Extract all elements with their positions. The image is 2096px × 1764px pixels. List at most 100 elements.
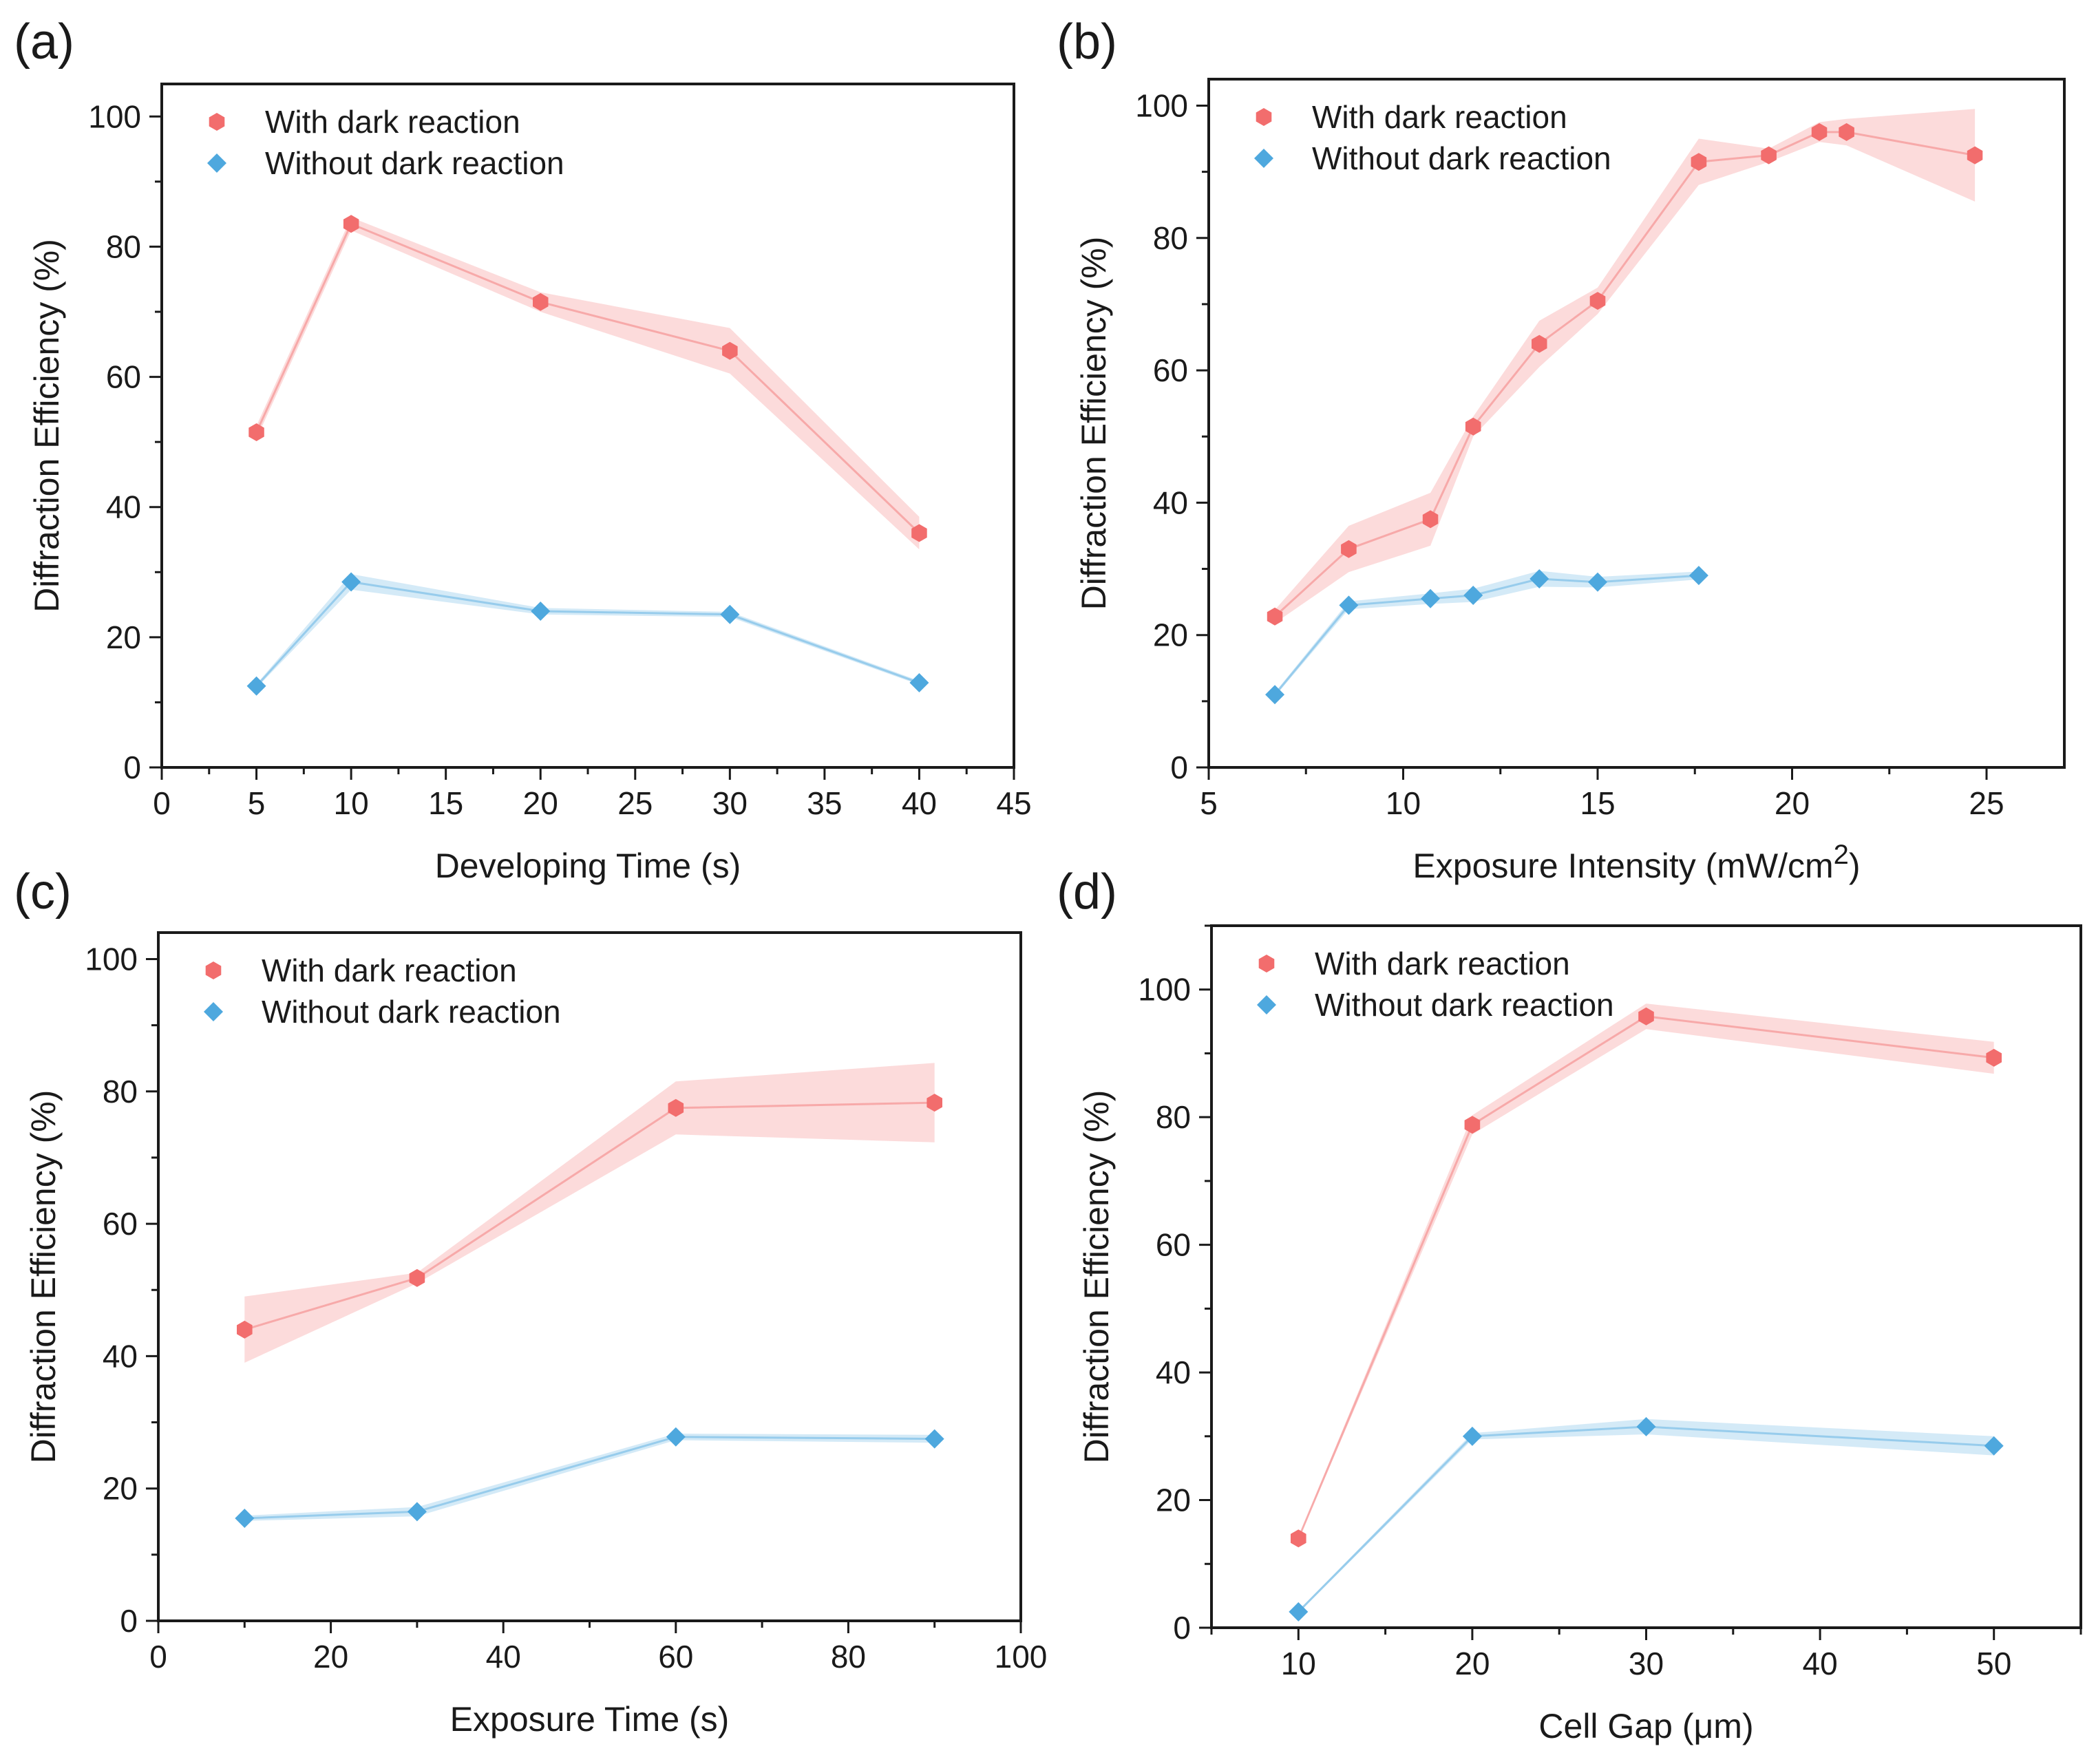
with-dark-reaction-point [248,423,264,441]
x-axis-title: Exposure Intensity (mW/cm2) [1412,840,1860,885]
x-tick-label: 100 [995,1639,1048,1675]
legend-marker-with [1258,955,1275,973]
without-dark-reaction-point [1289,1602,1309,1622]
y-tick-label: 40 [106,489,141,525]
x-tick-label: 0 [153,785,171,821]
with-dark-reaction-point [1839,123,1854,141]
y-axis-title: Diffraction Efficiency (%) [24,1090,63,1464]
with-dark-reaction-point [1589,292,1606,310]
x-tick-label: 5 [248,785,266,821]
without-dark-reaction-point [1339,595,1359,615]
without-dark-reaction-point [666,1427,686,1447]
x-tick-label: 40 [902,785,937,821]
y-tick-label: 80 [1153,220,1188,256]
with-dark-reaction-point [1691,153,1707,171]
x-tick-label: 60 [658,1639,693,1675]
x-tick-label: 35 [807,785,842,821]
y-tick-label: 20 [1153,617,1188,653]
plot-frame [1207,78,2066,769]
plot-frame [160,83,1015,769]
legend-label-without: Without dark reaction [262,994,561,1030]
series-line [244,1436,935,1520]
with-dark-reaction-point [533,293,549,311]
with-dark-reaction-point [927,1094,942,1112]
without-dark-reaction-point [1463,586,1483,605]
plot-frame [1210,924,2082,1629]
y-tick-label: 60 [103,1206,138,1242]
y-tick-label: 40 [103,1338,138,1374]
without-dark-reaction-point [1529,568,1549,588]
legend-marker-without [204,1002,223,1021]
series-line [244,1101,935,1331]
y-tick-label: 80 [106,229,141,264]
y-tick-label: 0 [1170,750,1188,785]
y-tick-label: 40 [1153,485,1188,520]
x-tick-label: 0 [149,1639,167,1675]
with-dark-reaction-point [1464,1116,1481,1134]
y-tick-label: 60 [1153,352,1188,388]
without-dark-reaction-point [1636,1416,1656,1436]
y-tick-label: 80 [103,1074,138,1109]
y-tick-label: 20 [106,619,141,655]
y-tick-label: 100 [88,98,141,134]
legend-label-without: Without dark reaction [265,145,564,181]
without-dark-reaction-point [531,602,551,621]
without-dark-reaction-point [1588,572,1607,592]
legend-marker-without [207,153,226,173]
x-tick-label: 20 [523,785,558,821]
x-axis-title: Exposure Time (s) [450,1700,730,1739]
legend-marker-with [205,961,222,979]
series-error-band [1298,1003,1994,1540]
with-dark-reaction-point [1291,1529,1306,1548]
with-dark-reaction-point [1341,540,1357,558]
without-dark-reaction-point [909,673,929,693]
x-axis-title: Cell Gap (μm) [1538,1707,1753,1745]
x-tick-label: 50 [1976,1646,2011,1681]
series-line [1298,1425,1994,1613]
series-error-band [1298,1418,1994,1613]
with-dark-reaction-point [1465,417,1481,436]
chart-panel: (d) 10 20 30 40 50 0 20 40 60 80 100 Cell Gap (μm) Di… [1057,864,2082,1745]
y-tick-label: 100 [1135,87,1188,123]
y-axis-title: Diffraction Efficiency (%) [1075,237,1113,610]
without-dark-reaction-point [1984,1436,2004,1456]
x-tick-label: 30 [712,785,748,821]
with-dark-reaction-point [1267,607,1283,626]
series-error-band [244,1433,935,1521]
y-tick-label: 100 [1138,972,1191,1008]
without-dark-reaction-point [1462,1426,1482,1446]
panel-label: (a) [14,14,74,70]
legend-marker-without [1257,995,1276,1014]
legend-label-without: Without dark reaction [1312,140,1611,176]
with-dark-reaction-point [1761,146,1777,164]
x-tick-label: 25 [617,785,653,821]
legend-label-without: Without dark reaction [1315,987,1614,1023]
with-dark-reaction-point [237,1320,253,1339]
chart-panel: (a) 0 5 10 15 20 25 30 35 40 45 0 20 40 60 80 100 Develop… [14,14,1032,885]
without-dark-reaction-point [924,1429,944,1449]
without-dark-reaction-point [407,1502,427,1522]
without-dark-reaction-point [235,1508,255,1528]
without-dark-reaction-point [1421,588,1441,608]
legend-label-with: With dark reaction [1312,99,1567,135]
legend-label-with: With dark reaction [262,953,517,988]
y-tick-label: 80 [1156,1099,1191,1135]
panel-label: (b) [1057,14,1117,70]
with-dark-reaction-point [1638,1007,1654,1026]
x-tick-label: 15 [428,785,463,821]
x-tick-label: 15 [1580,785,1615,821]
x-tick-label: 25 [1969,785,2004,821]
legend-marker-without [1254,149,1273,168]
y-tick-label: 0 [120,1603,138,1639]
with-dark-reaction-point [1811,123,1828,141]
x-tick-label: 80 [831,1639,866,1675]
legend-label-with: With dark reaction [265,104,520,140]
y-axis-title: Diffraction Efficiency (%) [28,239,66,613]
legend-label-with: With dark reaction [1315,946,1570,981]
panel-label: (d) [1057,864,1117,920]
series-error-band [1275,571,1699,697]
with-dark-reaction-point [343,215,359,233]
x-tick-label: 30 [1629,1646,1664,1681]
with-dark-reaction-point [1986,1048,2002,1067]
